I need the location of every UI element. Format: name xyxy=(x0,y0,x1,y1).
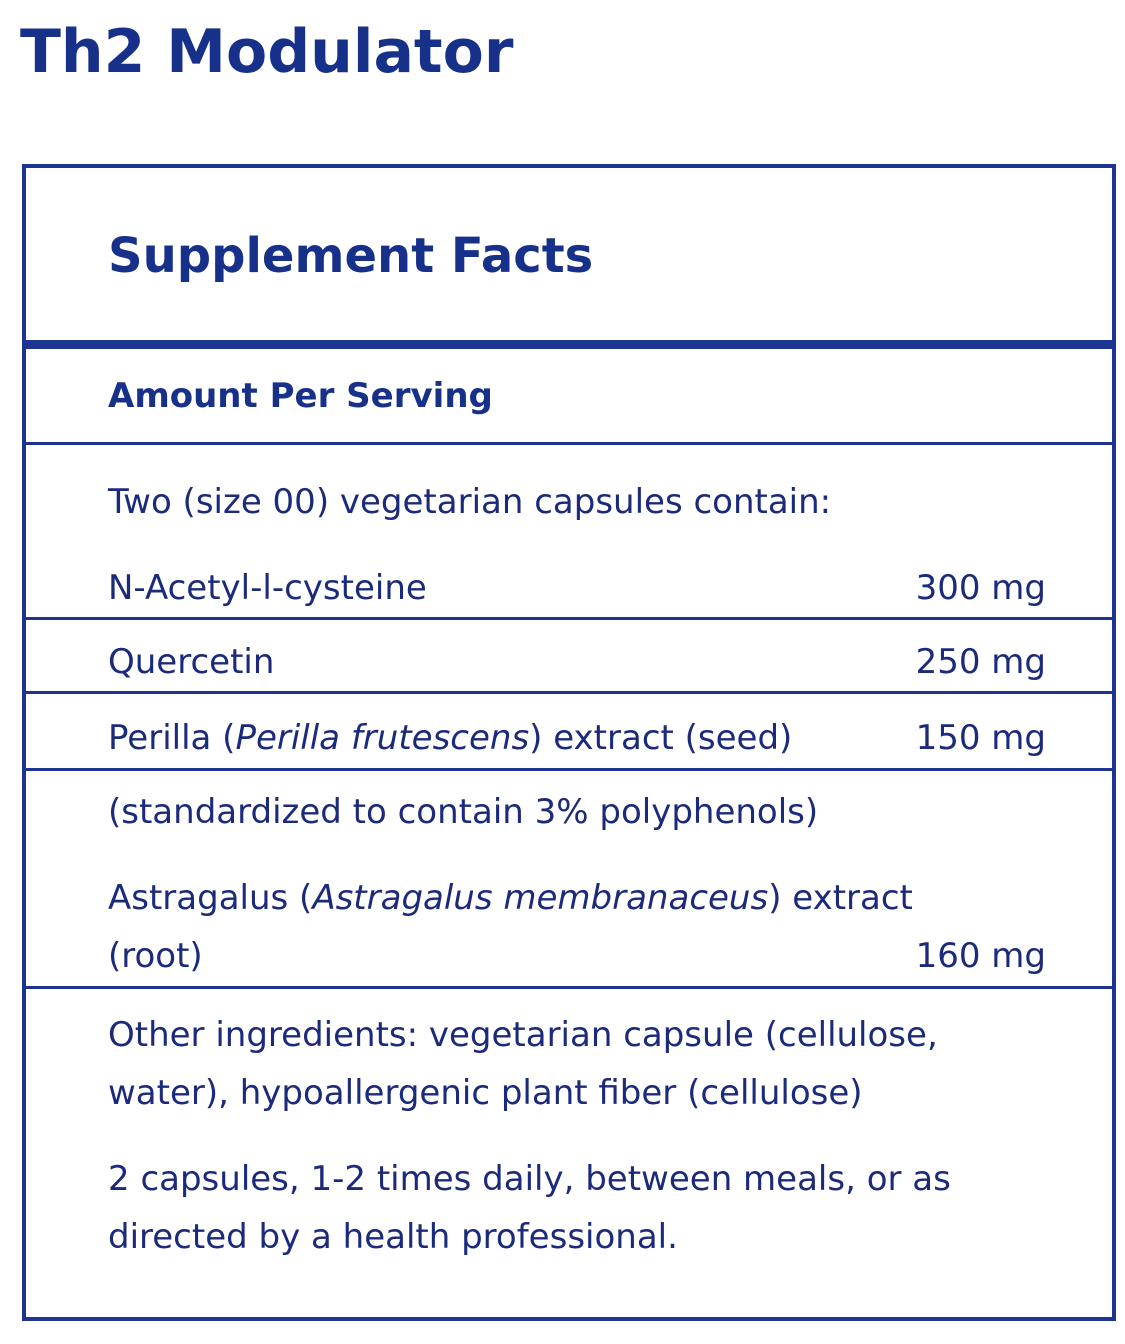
latin-name: Perilla frutescens xyxy=(235,718,530,758)
ingredient-amount: 160 mg xyxy=(915,936,1046,976)
serving-intro: Two (size 00) vegetarian capsules contai… xyxy=(108,482,832,522)
latin-name: Astragalus membranaceus xyxy=(312,878,769,918)
facts-heading: Supplement Facts xyxy=(108,228,594,284)
row-divider xyxy=(26,691,1112,694)
heading-divider xyxy=(26,340,1112,349)
ingredient-name: Perilla (Perilla frutescens) extract (se… xyxy=(108,718,793,758)
other-ingredients: Other ingredients: vegetarian capsule (c… xyxy=(108,1015,938,1113)
ingredient-amount: 250 mg xyxy=(915,642,1046,682)
ingredient-name-continued: (root) xyxy=(108,936,203,976)
amount-per-serving-label: Amount Per Serving xyxy=(108,376,493,416)
ingredient-name: Quercetin xyxy=(108,642,275,682)
ingredient-name: Astragalus (Astragalus membranaceus) ext… xyxy=(108,878,913,918)
row-divider xyxy=(26,617,1112,620)
standardization-note: (standardized to contain 3% polyphenols) xyxy=(108,792,819,832)
row-divider xyxy=(26,768,1112,771)
row-divider xyxy=(26,986,1112,989)
product-title: Th2 Modulator xyxy=(20,17,514,87)
serving-divider xyxy=(26,442,1112,445)
supplement-facts-panel: Supplement Facts Amount Per Serving Two … xyxy=(22,164,1116,1321)
ingredient-amount: 300 mg xyxy=(915,568,1046,608)
ingredient-amount: 150 mg xyxy=(915,718,1046,758)
ingredient-name: N-Acetyl-l-cysteine xyxy=(108,568,427,608)
directions: 2 capsules, 1-2 times daily, between mea… xyxy=(108,1159,951,1257)
